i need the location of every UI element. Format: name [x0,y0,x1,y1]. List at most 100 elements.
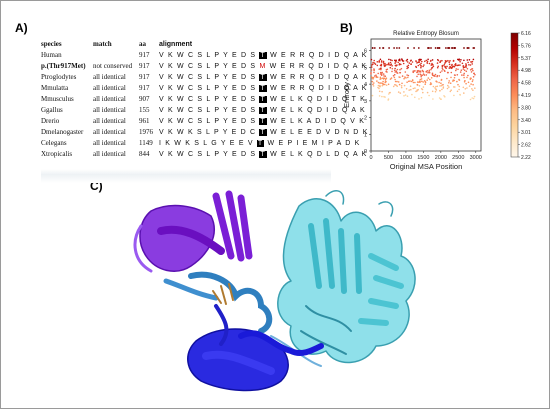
highlighted-residue: T [259,151,267,158]
entropy-point [438,47,441,49]
sequence-cell: V K W C S L P Y E D S T W E R R Q D I D … [159,83,368,94]
entropy-point [443,64,446,66]
match-cell: all identical [93,128,126,136]
entropy-point [419,71,422,73]
panel-a-label: A) [15,21,28,35]
entropy-point [380,77,382,80]
entropy-point [389,61,392,64]
sequence-prefix: V K W K S L P Y E D C [159,129,257,136]
entropy-point [423,64,425,66]
entropy-point [462,68,465,70]
entropy-point [458,59,460,61]
aa-position-cell: 1149 [139,139,153,147]
entropy-point [379,71,382,74]
entropy-point [378,68,380,70]
alignment-table: species match aa alignment Human 917 V K W… [41,39,367,160]
entropy-point [470,71,473,73]
match-cell: all identical [93,139,126,147]
entropy-point [462,86,465,89]
entropy-point [451,47,454,49]
entropy-point [431,90,434,93]
entropy-point [397,81,400,83]
entropy-point [425,59,428,62]
alignment-rows: Human 917 V K W C S L P Y E D S T W E R R … [41,50,367,160]
entropy-point [401,75,404,77]
entropy-point [411,61,414,63]
entropy-point [384,65,386,68]
entropy-point [377,81,380,84]
entropy-point [458,88,460,91]
entropy-point [376,61,379,63]
entropy-point [472,97,475,100]
entropy-point [381,71,383,74]
entropy-point [441,59,443,62]
x-tick-label: 0 [369,155,372,161]
entropy-point [456,80,458,83]
entropy-point [406,74,408,76]
y-tick-label: 3 [364,99,367,105]
entropy-point [376,64,379,67]
entropy-point [460,69,463,71]
entropy-point [407,74,410,77]
entropy-point [472,47,475,49]
entropy-point [403,91,405,93]
entropy-point [409,80,411,82]
sequence-suffix: W E P I E M I P A D K [267,140,361,147]
entropy-point [373,59,375,62]
entropy-point [389,78,392,80]
entropy-point [413,70,416,72]
aa-position-cell: 917 [139,62,150,70]
entropy-point [418,81,420,83]
entropy-point [466,59,469,61]
entropy-point [457,64,460,66]
entropy-point [394,67,396,70]
entropy-point [372,63,374,65]
entropy-point [412,81,415,84]
x-tick-label: 3000 [470,155,482,161]
entropy-point [432,85,435,88]
entropy-point [467,47,470,49]
entropy-point [452,59,455,62]
match-cell: not conserved [93,62,133,70]
alignment-row: Ggallus all identical 155 V K W C S L P Y E… [41,105,365,116]
entropy-point [423,80,426,82]
entropy-point [438,81,440,84]
entropy-point [419,78,422,81]
entropy-point [398,83,401,86]
entropy-point [443,95,445,97]
entropy-point [421,80,423,83]
entropy-point [394,71,396,73]
entropy-point [373,47,376,49]
alignment-row: Mmusculus all identical 907 V K W C S L P Y… [41,94,365,105]
entropy-point [450,89,452,91]
entropy-point [420,78,423,80]
entropy-point [426,60,429,63]
entropy-point [385,70,387,73]
entropy-point [420,58,422,61]
entropy-point [393,73,396,76]
entropy-point [375,76,378,79]
entropy-point [449,82,452,84]
entropy-point [421,74,423,77]
entropy-point [442,83,444,86]
entropy-point [401,58,403,60]
entropy-point [472,58,475,61]
entropy-point [378,61,380,63]
entropy-point [468,85,471,87]
entropy-point [424,60,426,63]
aa-position-cell: 844 [139,150,150,158]
entropy-point [464,88,467,90]
entropy-point [372,61,374,64]
entropy-point [399,71,401,74]
entropy-point [449,60,451,62]
entropy-point [460,59,462,61]
entropy-point [436,66,439,69]
entropy-point [389,59,392,61]
entropy-point [381,90,383,93]
entropy-point [424,83,426,85]
species-cell: Ptroglodytes [41,73,77,81]
entropy-point [419,73,421,75]
entropy-point [434,75,436,77]
entropy-point [418,85,421,87]
